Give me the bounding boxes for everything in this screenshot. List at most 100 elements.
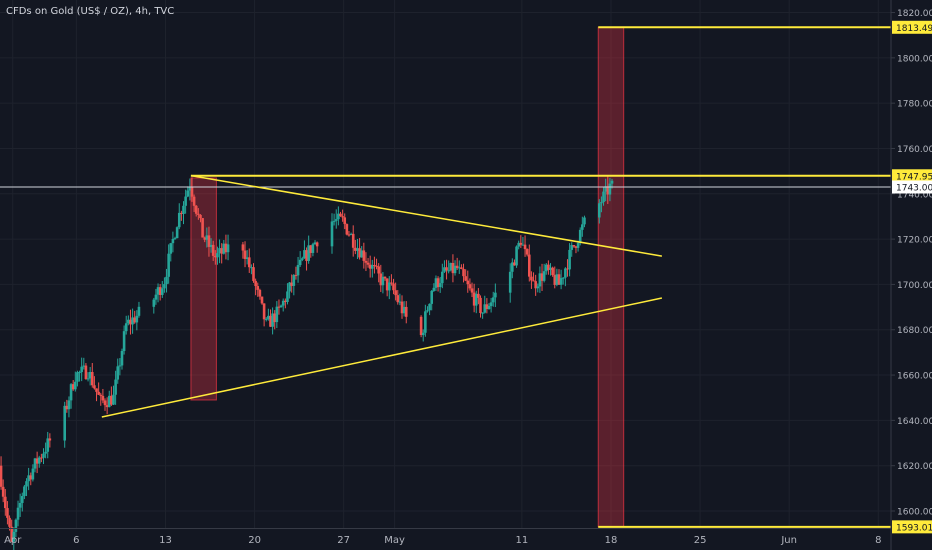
- candle-down: [71, 384, 75, 390]
- candle-down: [133, 317, 137, 323]
- candle-up: [561, 277, 565, 279]
- candle-up: [544, 264, 548, 272]
- candle-up: [114, 379, 117, 395]
- candle-down: [566, 268, 569, 270]
- candle-up: [44, 451, 47, 454]
- candle-down: [532, 280, 535, 282]
- candle-up: [387, 282, 391, 291]
- candle-up: [559, 278, 563, 285]
- candle-down: [377, 266, 380, 274]
- candle-down: [201, 218, 204, 238]
- candle-down: [305, 250, 308, 261]
- candle-up: [127, 319, 130, 324]
- candle-down: [129, 319, 132, 325]
- candle-down: [48, 438, 52, 441]
- candle-up: [511, 262, 514, 272]
- candle-up: [16, 507, 20, 520]
- candle-down: [525, 249, 529, 255]
- candle-down: [6, 508, 9, 518]
- candle-up: [80, 366, 83, 373]
- x-tick-label: 18: [605, 535, 618, 546]
- candle-up: [549, 267, 552, 270]
- candle-up: [135, 315, 139, 323]
- price-label: 1747.95: [896, 172, 932, 182]
- candle-up: [296, 265, 300, 276]
- flagpole-box: [190, 177, 217, 401]
- y-tick-label: 1700.00: [897, 281, 932, 291]
- x-tick-label: 13: [159, 535, 172, 546]
- candle-up: [122, 331, 126, 351]
- candle-up: [538, 273, 542, 287]
- candle-down: [110, 395, 113, 405]
- candle-down: [472, 292, 476, 306]
- candle-up: [583, 217, 586, 225]
- x-tick-label: 25: [694, 535, 707, 546]
- candle-down: [211, 244, 215, 256]
- candle-up: [42, 453, 45, 458]
- candle-up: [118, 365, 122, 367]
- candle-up: [169, 243, 173, 254]
- candle-up: [494, 292, 497, 298]
- x-tick-label: Jun: [780, 535, 797, 546]
- candle-down: [385, 278, 389, 291]
- candle-up: [564, 268, 567, 278]
- candle-up: [508, 271, 512, 293]
- candle-up: [453, 265, 457, 274]
- candle-up: [131, 317, 134, 325]
- price-axis[interactable]: 1600.00 1620.00 1640.00 1660.00 1680.00 1700.…: [890, 0, 932, 550]
- drawing-lines[interactable]: [0, 26, 891, 528]
- candle-down: [396, 295, 400, 303]
- candle-up: [33, 458, 37, 469]
- candle-up: [216, 253, 219, 258]
- candle-down: [451, 262, 455, 274]
- candle-up: [487, 306, 491, 310]
- candle-down: [339, 213, 342, 217]
- candle-up: [428, 303, 431, 311]
- candle-up: [124, 323, 128, 332]
- candle-up: [356, 248, 359, 251]
- candle-up: [46, 438, 50, 452]
- candle-up: [483, 304, 487, 313]
- x-tick-label: 20: [248, 535, 261, 546]
- candle-down: [262, 303, 266, 320]
- candle-down: [394, 290, 397, 296]
- candle-down: [343, 217, 347, 225]
- candle-up: [27, 475, 30, 482]
- time-axis[interactable]: Apr 6 13 20 27 May 11 18 25 Jun 8: [0, 528, 891, 547]
- candle-down: [368, 264, 372, 269]
- upper-trendline: [190, 174, 663, 257]
- candle-down: [40, 457, 43, 459]
- candle-up: [186, 190, 190, 197]
- candle-up: [160, 288, 164, 295]
- candle-down: [375, 265, 378, 267]
- candle-up: [76, 372, 79, 382]
- candle-down: [105, 405, 109, 408]
- candle-up: [447, 270, 450, 272]
- candle-up: [576, 242, 580, 248]
- candle-up: [14, 519, 18, 532]
- candle-up: [430, 290, 434, 304]
- candle-up: [581, 224, 584, 230]
- candle-up: [218, 248, 221, 254]
- candle-up: [604, 186, 607, 192]
- candle-down: [1, 486, 5, 497]
- candle-up: [292, 275, 296, 286]
- candle-down: [103, 400, 107, 406]
- candle-down: [203, 237, 207, 240]
- candle-down: [606, 186, 610, 195]
- candle-up: [608, 183, 612, 195]
- candle-down: [260, 296, 264, 304]
- candle-up: [536, 286, 540, 289]
- candle-up: [360, 250, 364, 258]
- candle-up: [205, 235, 209, 240]
- candle-up: [441, 271, 444, 284]
- candle-down: [258, 289, 262, 297]
- candle-down: [8, 517, 11, 527]
- candle-up: [330, 221, 334, 247]
- candle-down: [90, 371, 94, 386]
- candle-up: [182, 205, 185, 214]
- y-tick-label: 1780.00: [897, 100, 932, 110]
- price-label-bg: [892, 180, 932, 194]
- candle-up: [434, 278, 438, 288]
